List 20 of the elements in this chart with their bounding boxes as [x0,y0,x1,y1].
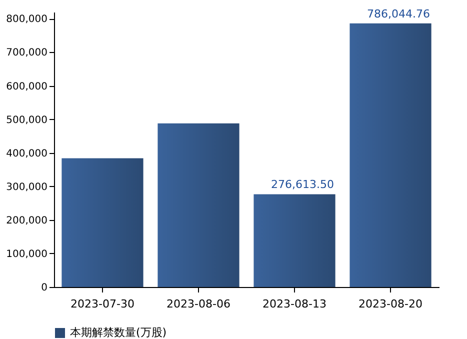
y-tick-label: 700,000 [6,48,48,59]
y-tick-label: 100,000 [6,248,48,260]
annotation: 786,044.76 [367,7,430,20]
y-tick-label: 0 [41,282,48,294]
x-tick-label: 2023-08-20 [358,298,422,310]
bar [62,158,144,287]
x-tick-label: 2023-08-06 [166,298,230,310]
bar [158,123,240,287]
y-tick-label: 400,000 [6,148,48,160]
y-tick-label: 800,000 [6,14,48,26]
legend-label: 本期解禁数量(万股) [70,326,167,339]
y-tick-label: 600,000 [6,81,48,92]
x-tick-label: 2023-07-30 [70,298,134,310]
x-tick-label: 2023-08-13 [262,298,326,310]
y-tick-label: 300,000 [6,182,48,193]
bar [350,23,432,287]
y-tick-label: 500,000 [6,114,48,126]
y-tick-label: 200,000 [6,215,48,226]
annotation: 276,613.50 [271,178,334,192]
bar [254,194,336,287]
